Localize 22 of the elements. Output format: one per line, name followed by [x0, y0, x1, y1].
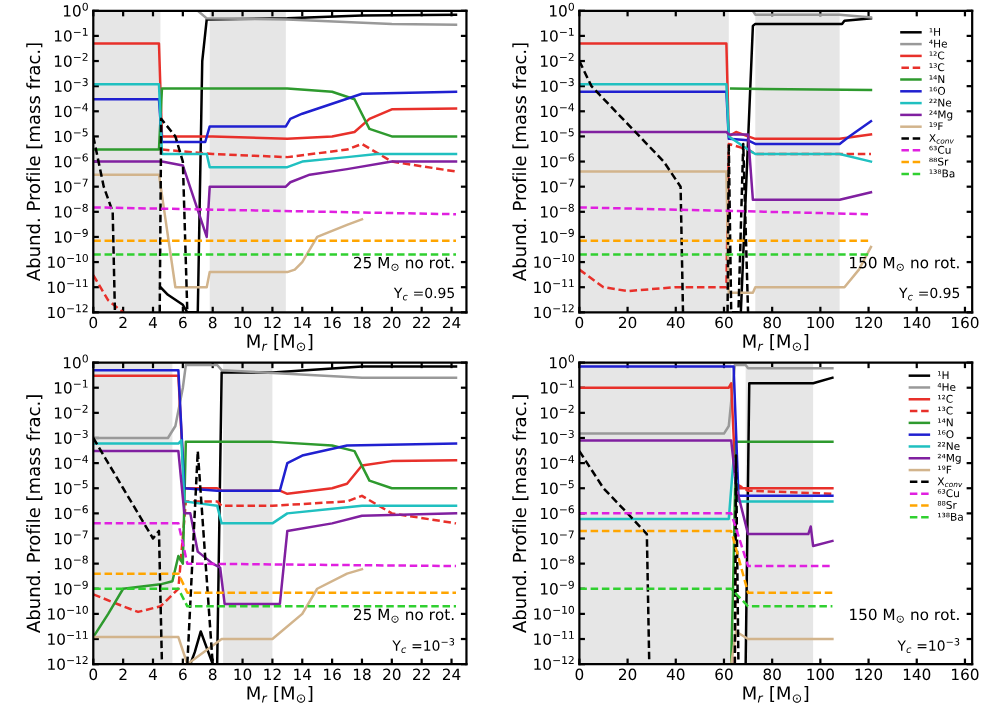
x-axis-title: M$_{r}$ [M$_{⊙}$] — [743, 334, 809, 351]
line-series — [579, 170, 873, 295]
x-axis-title: M$_{r}$ [M$_{⊙}$] — [247, 685, 313, 703]
line-series — [93, 42, 458, 141]
y-axis-title: Abund. Profile [mass frac.] — [26, 395, 43, 633]
line-series — [93, 160, 458, 239]
x-axis-title: M$_{r}$ [M$_{⊙}$] — [743, 685, 809, 703]
line-series — [93, 449, 458, 606]
line-series — [579, 130, 873, 202]
y-axis-title: Abund. Profile [mass frac.] — [512, 43, 529, 282]
line-series — [579, 439, 834, 548]
line-series — [579, 90, 873, 146]
y-axis-title: Abund. Profile [mass frac.] — [512, 395, 529, 633]
line-series — [93, 363, 458, 440]
line-series — [579, 363, 834, 435]
line-series — [93, 440, 458, 639]
line-series — [579, 42, 873, 141]
y-axis-title: Abund. Profile [mass frac.] — [26, 43, 43, 282]
line-series — [93, 439, 458, 525]
line-series — [93, 82, 458, 169]
line-series — [579, 82, 873, 163]
x-axis-title: M$_{r}$ [M$_{⊙}$] — [247, 334, 313, 351]
